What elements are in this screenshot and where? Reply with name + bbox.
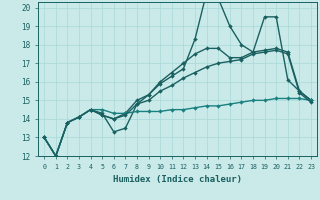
X-axis label: Humidex (Indice chaleur): Humidex (Indice chaleur) [113, 175, 242, 184]
